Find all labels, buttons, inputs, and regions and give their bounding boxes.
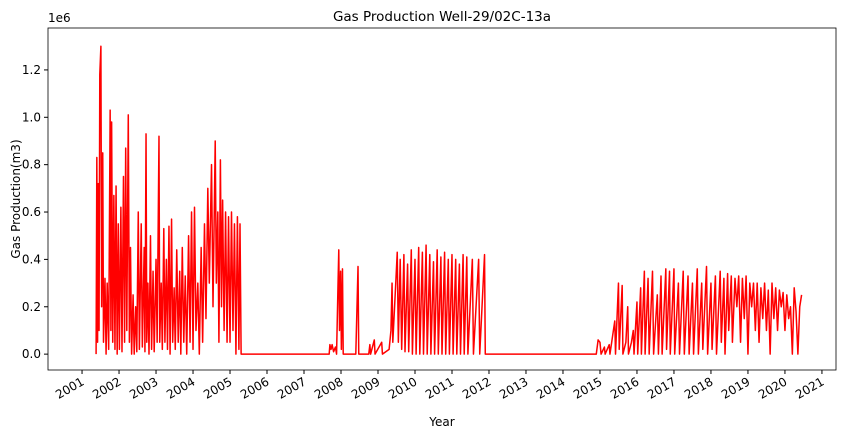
y-tick-label: 0.4 [22,252,41,266]
x-axis-label: Year [428,415,454,429]
chart-title: Gas Production Well-29/02C-13a [333,9,551,25]
y-offset-label: 1e6 [48,11,71,25]
y-tick-label: 0.8 [22,158,41,172]
y-tick-label: 0.0 [22,347,41,361]
y-tick-label: 0.6 [22,205,41,219]
y-tick-label: 0.2 [22,300,41,314]
data-line [95,45,803,355]
y-axis-label: Gas Production(m3) [9,139,23,258]
plot-frame [47,27,837,371]
y-tick-label: 1.2 [22,63,41,77]
y-tick-label: 1.0 [22,110,41,124]
